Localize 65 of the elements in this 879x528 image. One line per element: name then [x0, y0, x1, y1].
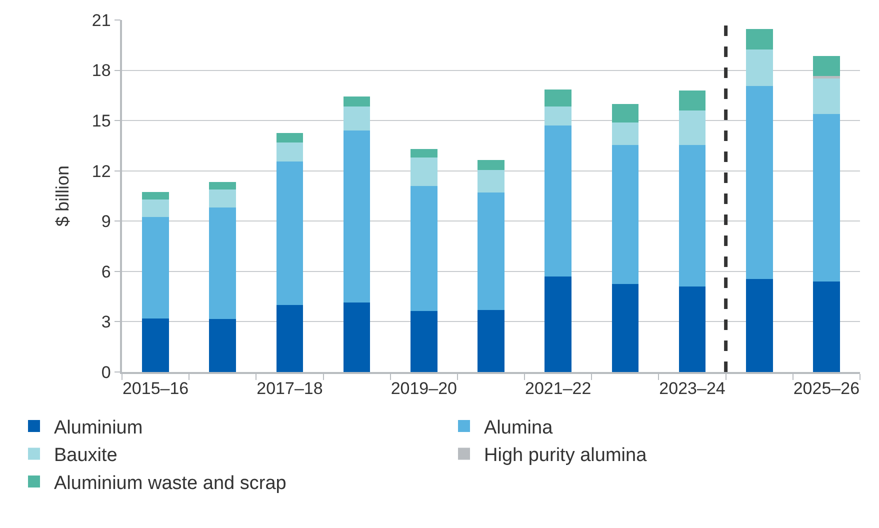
bar	[746, 29, 773, 50]
y-tick-label: 3	[101, 312, 111, 332]
bar	[276, 162, 304, 305]
bar	[813, 56, 840, 76]
bar	[276, 133, 304, 142]
bar	[343, 106, 370, 131]
y-tick-label: 18	[92, 61, 111, 80]
bar	[142, 216, 169, 318]
x-tick-label: 2023–24	[659, 379, 726, 398]
y-tick-label: 15	[92, 112, 111, 131]
bar	[813, 281, 840, 372]
bar	[813, 76, 840, 79]
bar	[343, 130, 370, 302]
bar	[544, 106, 572, 126]
legend-label: Bauxite	[54, 445, 118, 466]
x-tick-label: 2021–22	[524, 379, 592, 398]
bar	[478, 160, 504, 170]
y-tick-label: 12	[92, 162, 111, 181]
bar	[678, 90, 706, 111]
x-tick-label: 2025–26	[793, 379, 860, 398]
bar	[746, 278, 773, 372]
bar	[142, 192, 169, 200]
bar	[209, 182, 236, 190]
x-tick-label: 2019–20	[390, 379, 458, 398]
legend-label: High purity alumina	[484, 445, 648, 466]
bar	[209, 208, 236, 320]
bar	[478, 310, 504, 372]
bar	[478, 170, 504, 193]
bar	[544, 90, 572, 106]
legend-label: Aluminium	[54, 417, 143, 438]
bar	[478, 192, 504, 310]
bar	[209, 319, 236, 372]
bar	[746, 86, 773, 279]
bar	[343, 302, 370, 372]
legend-label: Aluminium waste and scrap	[54, 472, 286, 494]
bar	[746, 49, 773, 86]
bar	[142, 318, 169, 372]
bar	[142, 199, 169, 217]
y-axis-title: $ billion	[52, 165, 73, 227]
bar	[276, 304, 304, 372]
bar	[678, 144, 706, 287]
bar	[343, 96, 370, 106]
bar	[276, 142, 304, 162]
bar	[612, 104, 639, 122]
bar	[544, 126, 572, 276]
legend-label: Alumina	[484, 417, 554, 438]
bar	[678, 286, 706, 372]
x-tick-label: 2017–18	[256, 379, 323, 398]
y-tick-label: 0	[101, 362, 111, 382]
bar	[612, 144, 639, 284]
x-tick-label: 2015–16	[122, 379, 189, 398]
bar	[410, 310, 438, 372]
bar	[410, 157, 438, 186]
bar	[209, 189, 236, 208]
bar	[544, 276, 572, 372]
bar	[410, 186, 438, 311]
y-tick-label: 6	[101, 262, 111, 282]
y-tick-label: 21	[92, 10, 111, 30]
bar	[612, 284, 639, 372]
bar	[678, 110, 706, 145]
bar	[612, 122, 639, 145]
bar	[410, 149, 438, 158]
bar	[813, 78, 840, 114]
y-tick-label: 9	[101, 212, 111, 232]
bar	[813, 114, 840, 282]
